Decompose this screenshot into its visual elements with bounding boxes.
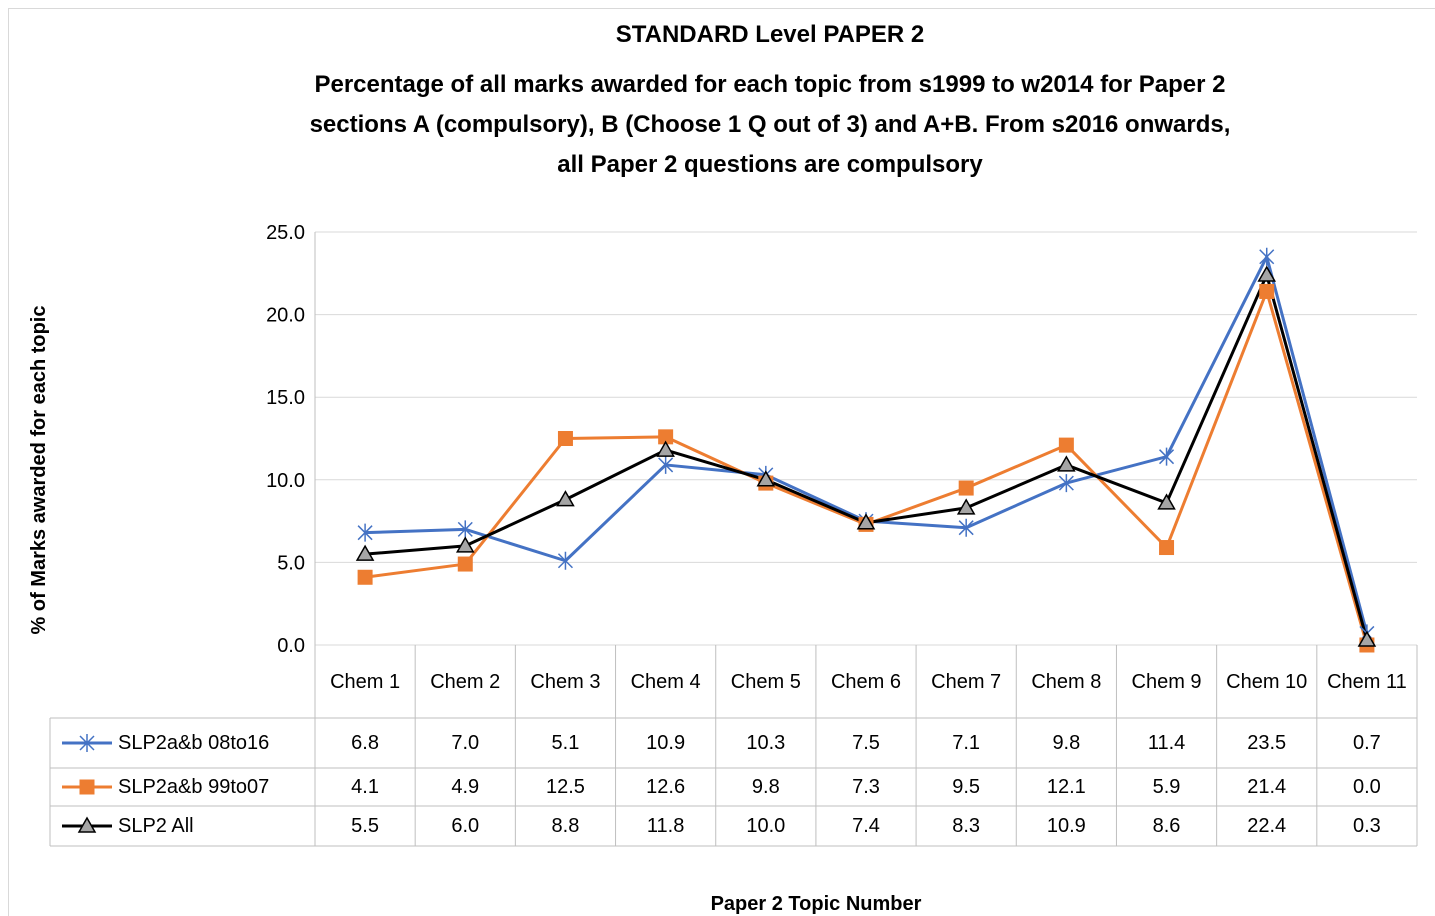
marker	[1357, 630, 1377, 647]
legend-label: SLP2 All	[118, 814, 194, 837]
table-value: 10.3	[746, 732, 786, 754]
marker	[557, 551, 573, 570]
table-value: 10.9	[1046, 815, 1086, 837]
x-axis-title: Paper 2 Topic Number	[711, 893, 922, 915]
chart-subtitle: Percentage of all marks awarded for each…	[314, 71, 1225, 98]
table-value: 0.3	[1352, 815, 1381, 837]
table-value: 0.0	[1352, 776, 1381, 798]
marker	[658, 455, 674, 474]
marker	[556, 490, 575, 507]
table-value: 5.5	[351, 815, 379, 837]
marker	[1057, 455, 1076, 472]
table-value: 12.6	[646, 776, 686, 798]
table-value: 11.8	[646, 815, 685, 837]
table-value: 7.1	[952, 732, 981, 754]
marker	[357, 523, 373, 542]
y-tick-label: 15.0	[266, 387, 305, 409]
chart-subtitle: sections A (compulsory), B (Choose 1 Q o…	[310, 111, 1231, 138]
table-value: 0.7	[1352, 732, 1381, 754]
table-value: 5.1	[551, 732, 580, 754]
table-value: 4.9	[451, 776, 480, 798]
chart-border	[8, 8, 1435, 916]
category-label: Chem 11	[1327, 670, 1407, 693]
legend-label: SLP2a&b 08to16	[118, 731, 270, 754]
table-value: 5.9	[1152, 776, 1181, 798]
marker	[1159, 540, 1175, 556]
marker	[1157, 493, 1176, 510]
marker	[958, 518, 974, 537]
marker	[656, 440, 675, 457]
category-label: Chem 5	[730, 670, 801, 693]
legend-marker	[79, 734, 95, 752]
legend-label: SLP2a&b 99to07	[118, 775, 270, 798]
table-value: 9.8	[1052, 732, 1081, 754]
table-value: 8.8	[551, 815, 580, 837]
table-value: 12.1	[1046, 776, 1086, 798]
table-value: 23.5	[1247, 732, 1287, 754]
y-tick-label: 5.0	[277, 552, 305, 574]
series-line	[364, 289, 1369, 646]
y-tick-label: 20.0	[266, 305, 305, 327]
series-line	[365, 255, 1369, 634]
table-value: 7.3	[852, 776, 880, 798]
marker	[357, 569, 373, 585]
marker	[455, 536, 475, 553]
legend-marker	[77, 816, 97, 833]
y-tick-label: 25.0	[266, 222, 305, 244]
y-tick-label: 10.0	[266, 470, 305, 492]
marker	[756, 470, 776, 487]
marker	[958, 480, 974, 496]
category-label: Chem 6	[830, 670, 901, 693]
marker	[457, 520, 473, 539]
category-label: Chem 7	[931, 670, 1002, 693]
marker	[1159, 447, 1175, 466]
marker	[956, 498, 976, 515]
table-value: 8.6	[1152, 815, 1181, 837]
table-value: 7.4	[852, 815, 880, 837]
category-label: Chem 10	[1226, 670, 1308, 693]
marker	[1259, 283, 1275, 299]
series-line	[364, 273, 1369, 641]
marker	[856, 513, 876, 530]
table-value: 7.0	[451, 732, 480, 754]
table-value: 10.9	[646, 732, 686, 754]
legend-marker	[79, 779, 95, 795]
marker	[1257, 265, 1277, 282]
table-value: 9.8	[751, 776, 780, 798]
category-label: Chem 8	[1031, 670, 1102, 693]
table-value: 10.0	[746, 815, 786, 837]
marker	[457, 556, 473, 572]
category-label: Chem 9	[1131, 670, 1202, 693]
table-value: 4.1	[351, 776, 379, 798]
table-value: 22.4	[1247, 815, 1287, 837]
category-label: Chem 2	[430, 670, 501, 693]
table-value: 6.0	[451, 815, 480, 837]
category-label: Chem 1	[330, 670, 401, 693]
y-axis-title: % of Marks awarded for each topic	[28, 306, 50, 635]
marker	[355, 544, 375, 561]
table-value: 7.5	[852, 732, 880, 754]
marker	[1058, 437, 1074, 453]
chart-title: STANDARD Level PAPER 2	[616, 21, 925, 48]
marker	[1259, 247, 1275, 266]
marker	[1058, 474, 1074, 493]
table-value: 6.8	[351, 732, 379, 754]
table-value: 11.4	[1147, 732, 1186, 754]
chart-subtitle: all Paper 2 questions are compulsory	[557, 151, 983, 178]
table-value: 9.5	[952, 776, 981, 798]
y-tick-label: 0.0	[277, 635, 305, 657]
category-label: Chem 4	[630, 670, 701, 693]
category-label: Chem 3	[530, 670, 601, 693]
table-value: 12.5	[545, 776, 585, 798]
table-value: 21.4	[1247, 776, 1287, 798]
marker	[557, 431, 573, 446]
table-value: 8.3	[952, 815, 981, 837]
